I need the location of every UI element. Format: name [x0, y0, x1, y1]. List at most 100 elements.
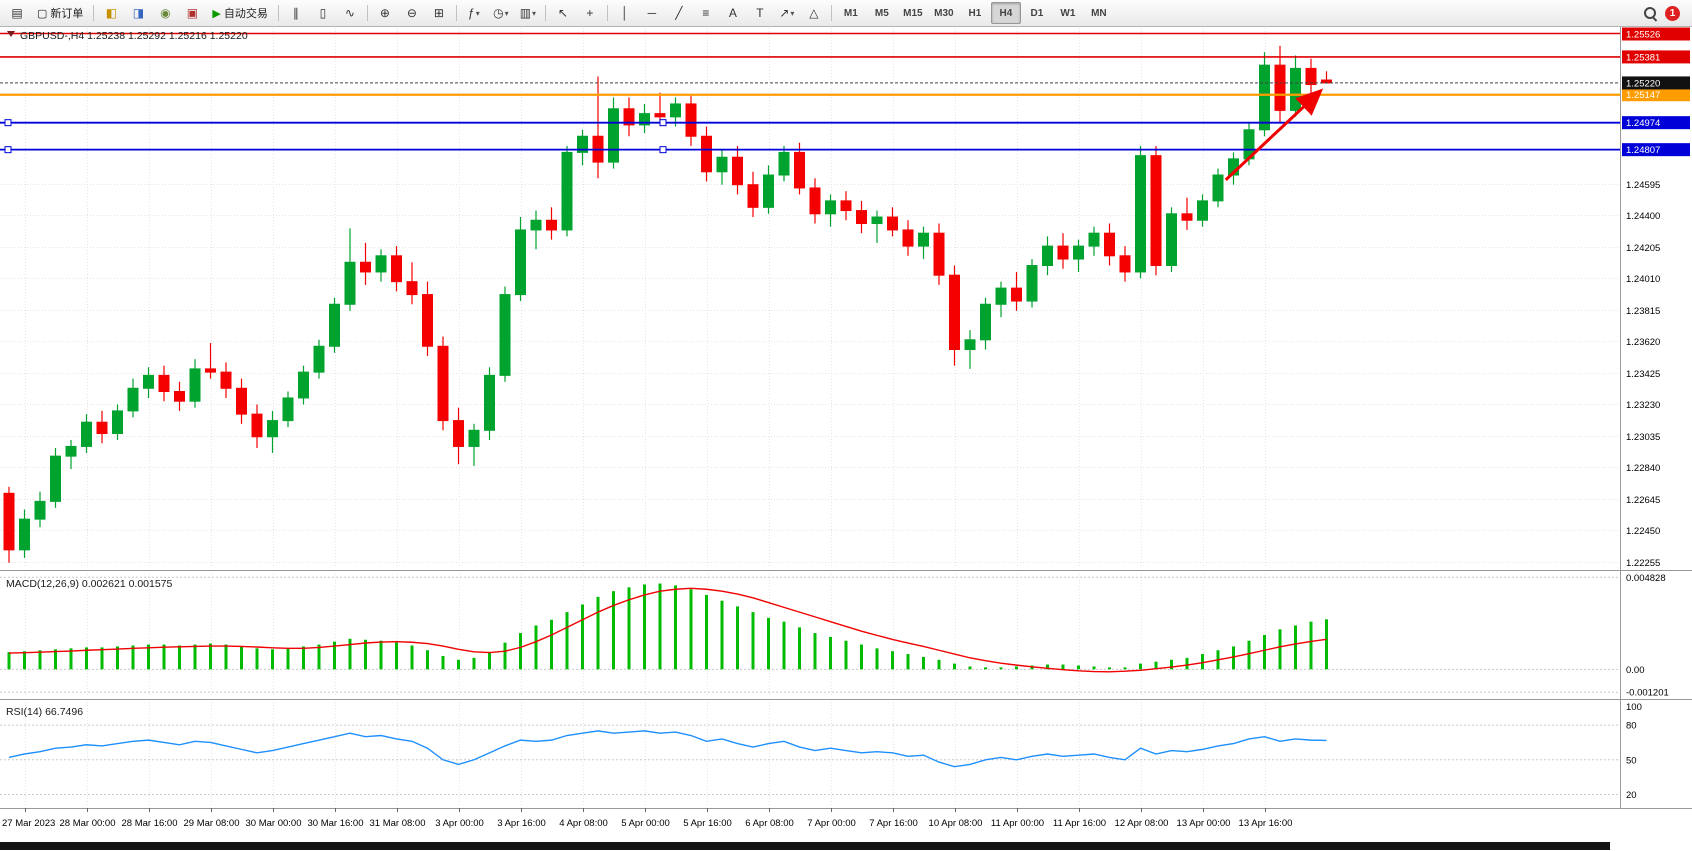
new-chart-button[interactable]: ▤ — [4, 2, 30, 24]
search-icon[interactable] — [1642, 5, 1658, 21]
svg-text:100: 100 — [1626, 702, 1642, 713]
zoom-in-button[interactable]: ⊕ — [372, 2, 398, 24]
templates-icon: ▥ — [519, 6, 532, 20]
chevron-down-icon: ▾ — [504, 8, 509, 18]
horizontal-line-button[interactable]: ─ — [639, 2, 665, 24]
timeframe-w1-button[interactable]: W1 — [1060, 7, 1076, 19]
svg-text:13 Apr 00:00: 13 Apr 00:00 — [1177, 818, 1231, 829]
autotrading-play-icon: ▶ — [212, 7, 221, 20]
chart-title: GBPUSD-,H4 1.25238 1.25292 1.25216 1.252… — [20, 30, 248, 42]
notification-badge[interactable]: 1 — [1665, 5, 1680, 21]
macd-indicator: 0.004828 0.00 -0.001201 — [0, 573, 1669, 699]
svg-text:11 Apr 00:00: 11 Apr 00:00 — [991, 818, 1044, 829]
new-order-button[interactable]: ▢ 新订单 — [31, 2, 89, 24]
toolbar-separator — [606, 5, 608, 21]
terminal-icon: ▣ — [186, 6, 199, 20]
timeframe-h1-button[interactable]: H1 — [968, 7, 982, 19]
svg-text:1.24807: 1.24807 — [1626, 145, 1660, 156]
svg-text:1.25526: 1.25526 — [1626, 30, 1660, 41]
svg-text:28 Mar 00:00: 28 Mar 00:00 — [60, 818, 116, 829]
svg-text:1.22255: 1.22255 — [1626, 558, 1660, 569]
svg-text:10 Apr 08:00: 10 Apr 08:00 — [929, 818, 983, 829]
main-toolbar: ▤ ▢ 新订单 ◧ ◨ ◉ ▣ ▶ 自动交易 ∥ ▯ ∿ ⊕ ⊖ ⊞ ƒ ▾ ◷ ▾… — [0, 0, 1692, 27]
templates-button[interactable]: ▥ ▾ — [515, 2, 541, 24]
svg-text:30 Mar 16:00: 30 Mar 16:00 — [308, 818, 364, 829]
candlestick-chart-button[interactable]: ▯ — [310, 2, 336, 24]
svg-text:6 Apr 08:00: 6 Apr 08:00 — [745, 818, 794, 829]
svg-text:5 Apr 00:00: 5 Apr 00:00 — [621, 818, 670, 829]
time-axis[interactable]: 27 Mar 2023 28 Mar 00:00 28 Mar 16:00 29 Ma… — [2, 808, 1292, 829]
bar-chart-button[interactable]: ∥ — [283, 2, 309, 24]
timeframe-m5-button[interactable]: M5 — [874, 7, 889, 19]
cursor-button[interactable]: ↖ — [550, 2, 576, 24]
line-chart-icon: ∿ — [344, 6, 355, 20]
svg-text:1.23620: 1.23620 — [1626, 337, 1660, 348]
svg-text:1.25147: 1.25147 — [1626, 90, 1660, 101]
tile-windows-button[interactable]: ⊞ — [426, 2, 452, 24]
svg-text:1.24205: 1.24205 — [1626, 243, 1660, 254]
svg-text:1.23035: 1.23035 — [1626, 432, 1660, 443]
svg-text:-0.001201: -0.001201 — [1626, 688, 1669, 699]
svg-text:1.23230: 1.23230 — [1626, 400, 1660, 411]
autotrading-button[interactable]: ▶ 自动交易 — [206, 2, 273, 24]
zoom-in-icon: ⊕ — [379, 6, 390, 20]
svg-text:80: 80 — [1626, 721, 1637, 732]
svg-text:1.22450: 1.22450 — [1626, 526, 1660, 537]
trendline-button[interactable]: ╱ — [666, 2, 692, 24]
indicators-button[interactable]: ƒ ▾ — [461, 2, 487, 24]
svg-text:1.25220: 1.25220 — [1626, 78, 1660, 89]
fibonacci-icon: ≡ — [702, 6, 710, 20]
toolbar-separator — [544, 5, 546, 21]
svg-text:1.22840: 1.22840 — [1626, 463, 1660, 474]
chart-window: 0.004828 0.00 -0.001201 100 80 50 20 1.24595 1… — [0, 26, 1692, 851]
svg-text:13 Apr 16:00: 13 Apr 16:00 — [1239, 818, 1293, 829]
candlestick-icon: ▯ — [319, 6, 327, 20]
fibonacci-button[interactable]: ≡ — [693, 2, 719, 24]
timeframe-m15-button[interactable]: M15 — [903, 7, 923, 19]
toolbar-separator — [93, 5, 95, 21]
svg-text:1.23425: 1.23425 — [1626, 369, 1660, 380]
timeframe-h4-button[interactable]: H4 — [990, 2, 1021, 24]
navigator-button[interactable]: ◉ — [152, 2, 178, 24]
periods-button[interactable]: ◷ ▾ — [488, 2, 514, 24]
price-axis[interactable]: 1.24595 1.24400 1.24205 1.24010 1.23815 1.236… — [1622, 27, 1690, 570]
trend-arrow-annotation[interactable] — [1224, 88, 1324, 181]
bottom-scrollbar[interactable] — [0, 842, 1610, 850]
trendline-icon: ╱ — [675, 6, 683, 20]
svg-text:1.24400: 1.24400 — [1626, 211, 1660, 222]
svg-text:0.004828: 0.004828 — [1626, 573, 1666, 584]
chevron-down-icon: ▾ — [790, 8, 795, 18]
timeframe-mn-button[interactable]: MN — [1091, 7, 1107, 19]
data-window-icon: ◨ — [132, 6, 145, 20]
horizontal-price-lines[interactable] — [0, 32, 1620, 154]
arrows-tool-icon: ↗ — [779, 6, 790, 20]
cursor-icon: ↖ — [557, 6, 568, 20]
toolbar-separator — [277, 5, 279, 21]
new-order-label: 新订单 — [50, 8, 84, 20]
text-tool-button[interactable]: A — [720, 2, 746, 24]
timeframe-d1-button[interactable]: D1 — [1030, 7, 1044, 19]
crosshair-button[interactable]: + — [577, 2, 603, 24]
svg-text:1.22645: 1.22645 — [1626, 495, 1660, 506]
svg-text:1.25381: 1.25381 — [1626, 52, 1660, 63]
timeframe-m30-button[interactable]: M30 — [934, 7, 954, 19]
arrows-tool-button[interactable]: ↗ ▾ — [774, 2, 800, 24]
shapes-tool-button[interactable]: △ — [801, 2, 827, 24]
svg-text:1.24010: 1.24010 — [1626, 274, 1660, 285]
market-watch-button[interactable]: ◧ — [98, 2, 124, 24]
line-chart-button[interactable]: ∿ — [337, 2, 363, 24]
vertical-line-button[interactable]: │ — [612, 2, 638, 24]
navigator-icon: ◉ — [160, 6, 171, 20]
svg-text:3 Apr 00:00: 3 Apr 00:00 — [435, 818, 484, 829]
chart-collapse-icon[interactable] — [7, 31, 15, 37]
tile-windows-icon: ⊞ — [433, 6, 444, 20]
data-window-button[interactable]: ◨ — [125, 2, 151, 24]
vertical-line-icon: │ — [621, 6, 629, 20]
terminal-button[interactable]: ▣ — [179, 2, 205, 24]
label-tool-button[interactable]: T — [747, 2, 773, 24]
svg-text:4 Apr 08:00: 4 Apr 08:00 — [559, 818, 608, 829]
autotrading-label: 自动交易 — [223, 8, 268, 20]
timeframe-m1-button[interactable]: M1 — [843, 7, 858, 19]
zoom-out-button[interactable]: ⊖ — [399, 2, 425, 24]
